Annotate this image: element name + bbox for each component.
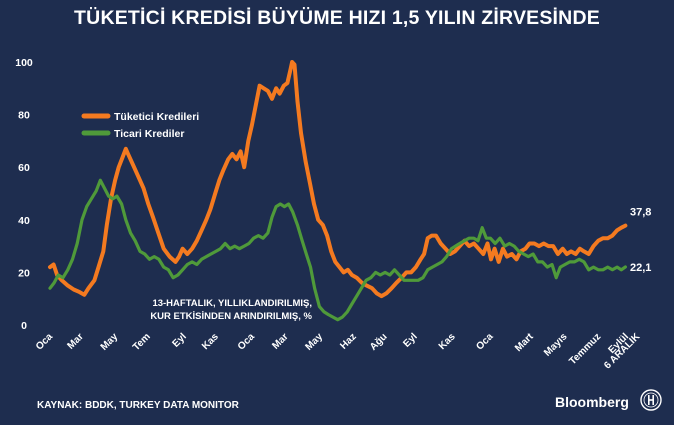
source-note: KAYNAK: BDDK, TURKEY DATA MONITOR [37,400,239,411]
x-axis-ticks: Oca Mar May Tem Eyl Kas Oca Mar May Haz Ağu Eyl Kas O… [34,331,643,372]
legend-label: Tüketici Kredileri [114,111,199,123]
x-tick-label: Temmuz [567,331,603,367]
y-axis-ticks: 0 20 40 60 80 100 [15,57,33,332]
x-tick-label: Mayıs [542,331,570,359]
annotation-line: KUR ETKİSİNDEN ARINDIRILMIŞ, % [150,311,312,322]
x-tick-label: Eyl [170,331,189,350]
series-line [48,60,628,299]
y-tick-label: 80 [18,110,30,122]
legend: Tüketici Kredileri Ticari Krediler [81,111,199,140]
legend-label: Ticari Krediler [114,128,184,140]
series-lines [48,60,628,322]
y-tick-label: 0 [21,320,27,332]
chart-title: TÜKETİCİ KREDİSİ BÜYÜME HIZI 1,5 YILIN Z… [74,7,600,29]
x-tick-label: Mar [270,331,290,351]
x-tick-label: Mart [513,331,536,354]
x-tick-label: Kas [437,331,458,352]
series-line [48,178,627,322]
chart-annotation: 13-HAFTALIK, YILLIKLANDIRILMIŞ, KUR ETKİS… [150,298,312,322]
x-tick-label: May [303,331,325,353]
x-tick-label: Oca [236,331,257,352]
y-tick-label: 100 [15,57,33,69]
x-tick-label: May [99,331,121,353]
x-tick-label: Mar [66,331,86,351]
y-tick-label: 40 [18,215,30,227]
y-tick-label: 20 [18,267,30,279]
seal-icon [640,389,662,411]
x-tick-label: Oca [34,331,55,352]
series-end-label: 22,1 [630,262,651,274]
x-tick-label: Haz [338,331,358,351]
end-labels: 37,8 22,1 [630,207,651,274]
y-tick-label: 60 [18,162,30,174]
x-tick-label: Tem [131,331,153,353]
x-tick-label: Kas [200,331,221,352]
brand-logo: Bloomberg [555,394,629,410]
x-tick-label: Ağu [368,331,390,353]
series-end-label: 37,8 [630,207,651,219]
x-tick-label: Oca [474,331,495,352]
annotation-line: 13-HAFTALIK, YILLIKLANDIRILMIŞ, [152,298,312,309]
x-tick-label: Eyl [401,331,420,350]
